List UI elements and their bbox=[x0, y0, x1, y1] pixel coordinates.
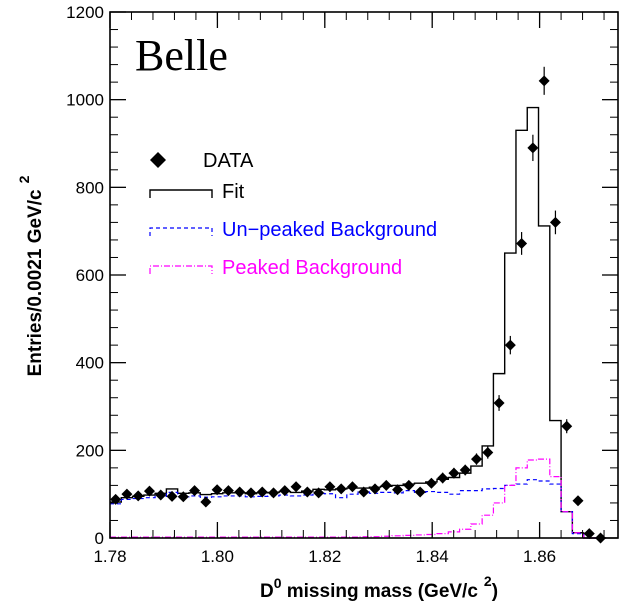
legend-label-peaked: Peaked Background bbox=[222, 257, 402, 279]
series-fit bbox=[110, 106, 607, 539]
data-point bbox=[459, 464, 471, 476]
x-tick-label: 1.86 bbox=[523, 547, 556, 566]
data-point bbox=[549, 216, 561, 228]
x-tick-label: 1.78 bbox=[93, 547, 126, 566]
y-axis-title-sup: 2 bbox=[16, 175, 32, 183]
legend-fit-swatch bbox=[149, 189, 213, 198]
data-point bbox=[245, 487, 257, 499]
x-tick-label: 1.84 bbox=[416, 547, 449, 566]
data-point bbox=[414, 486, 426, 498]
data-point bbox=[527, 142, 539, 154]
legend-label-unpeaked: Un−peaked Background bbox=[222, 219, 437, 241]
data-point bbox=[482, 447, 494, 459]
y-tick-label: 0 bbox=[95, 529, 104, 548]
y-tick-label: 800 bbox=[76, 178, 104, 197]
y-tick-label: 1200 bbox=[66, 3, 104, 22]
data-point bbox=[380, 479, 392, 491]
x-axis-title-rest: missing mass (GeV/c bbox=[281, 581, 478, 602]
data-point bbox=[448, 467, 460, 479]
data-point bbox=[290, 481, 302, 493]
experiment-label: Belle bbox=[135, 31, 228, 80]
data-point bbox=[369, 483, 381, 495]
data-point bbox=[583, 528, 595, 540]
data-point bbox=[335, 483, 347, 495]
data-point bbox=[301, 486, 313, 498]
data-point bbox=[516, 237, 528, 249]
legend-data-marker-icon bbox=[150, 152, 166, 168]
legend-unpeaked-swatch bbox=[149, 227, 213, 236]
data-point bbox=[200, 496, 212, 508]
data-point bbox=[437, 472, 449, 484]
series-un-peaked-background bbox=[110, 479, 607, 539]
data-point bbox=[189, 485, 201, 497]
y-tick-label: 1000 bbox=[66, 91, 104, 110]
plot-data-layer bbox=[110, 66, 607, 544]
data-point bbox=[425, 477, 437, 489]
axis-ticks: 0 200 400 600 800 1000 1200 1.78 1.80 1.82 1.84 1.8… bbox=[66, 3, 618, 566]
data-point bbox=[392, 484, 404, 496]
legend-label-fit: Fit bbox=[222, 181, 245, 203]
y-tick-label: 400 bbox=[76, 354, 104, 373]
y-axis-title-main: Entries/0.0021 GeV/c bbox=[25, 189, 46, 376]
x-axis-title: D0 missing mass (GeV/c 2) bbox=[260, 573, 498, 602]
series-peaked-background bbox=[110, 458, 607, 539]
x-axis-title-sup2: 2 bbox=[484, 573, 492, 589]
legend: DATA Fit Un−peaked Background Peaked Bac… bbox=[149, 150, 437, 279]
data-point bbox=[234, 486, 246, 498]
x-tick-label: 1.82 bbox=[308, 547, 341, 566]
legend-peaked-swatch bbox=[149, 265, 213, 274]
y-tick-label: 200 bbox=[76, 441, 104, 460]
y-tick-label: 600 bbox=[76, 266, 104, 285]
data-point bbox=[143, 485, 155, 497]
data-point bbox=[155, 489, 167, 501]
data-point bbox=[279, 485, 291, 497]
data-point bbox=[572, 495, 584, 507]
data-point bbox=[121, 488, 133, 500]
data-point bbox=[561, 420, 573, 432]
data-point bbox=[538, 75, 550, 87]
data-point bbox=[110, 493, 122, 505]
x-axis-title-main: D bbox=[260, 581, 274, 602]
y-axis-title: Entries/0.0021 GeV/c 2 bbox=[16, 175, 46, 376]
x-axis-title-sup: 0 bbox=[274, 575, 282, 591]
data-point bbox=[222, 485, 234, 497]
data-point bbox=[471, 453, 483, 465]
data-point bbox=[166, 490, 178, 502]
x-tick-label: 1.80 bbox=[201, 547, 234, 566]
data-point bbox=[211, 484, 223, 496]
data-point bbox=[268, 487, 280, 499]
data-point bbox=[493, 397, 505, 409]
data-point bbox=[403, 479, 415, 491]
data-point bbox=[177, 491, 189, 503]
legend-label-data: DATA bbox=[203, 150, 254, 172]
data-point bbox=[313, 487, 325, 499]
data-point bbox=[256, 486, 268, 498]
data-point bbox=[504, 339, 516, 351]
data-point bbox=[346, 481, 358, 493]
data-point bbox=[324, 481, 336, 493]
data-point bbox=[132, 490, 144, 502]
x-axis-title-end: ) bbox=[492, 581, 498, 602]
data-point bbox=[358, 486, 370, 498]
